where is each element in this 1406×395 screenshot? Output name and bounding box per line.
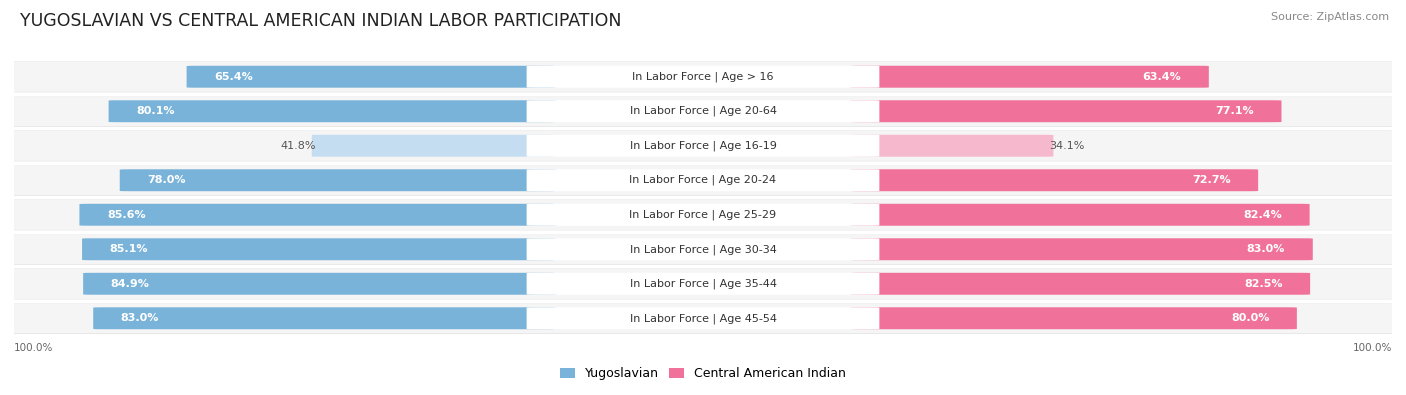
FancyBboxPatch shape (527, 238, 879, 260)
Text: 72.7%: 72.7% (1192, 175, 1230, 185)
FancyBboxPatch shape (3, 62, 1403, 92)
FancyBboxPatch shape (3, 234, 1403, 264)
FancyBboxPatch shape (851, 169, 1258, 191)
FancyBboxPatch shape (851, 100, 1281, 122)
FancyBboxPatch shape (3, 269, 1403, 299)
FancyBboxPatch shape (851, 273, 1310, 295)
Text: 63.4%: 63.4% (1143, 72, 1181, 82)
FancyBboxPatch shape (187, 66, 555, 88)
FancyBboxPatch shape (527, 169, 879, 191)
FancyBboxPatch shape (3, 165, 1403, 196)
Text: In Labor Force | Age 45-54: In Labor Force | Age 45-54 (630, 313, 776, 324)
Text: 85.6%: 85.6% (107, 210, 146, 220)
FancyBboxPatch shape (851, 204, 1309, 226)
Text: In Labor Force | Age 20-64: In Labor Force | Age 20-64 (630, 106, 776, 117)
FancyBboxPatch shape (3, 165, 1403, 196)
Text: In Labor Force | Age 30-34: In Labor Force | Age 30-34 (630, 244, 776, 254)
Text: 65.4%: 65.4% (214, 72, 253, 82)
FancyBboxPatch shape (79, 204, 555, 226)
Text: 82.4%: 82.4% (1243, 210, 1282, 220)
FancyBboxPatch shape (3, 199, 1403, 230)
Text: 100.0%: 100.0% (14, 343, 53, 353)
FancyBboxPatch shape (120, 169, 555, 191)
Text: Source: ZipAtlas.com: Source: ZipAtlas.com (1271, 12, 1389, 22)
FancyBboxPatch shape (3, 96, 1403, 127)
FancyBboxPatch shape (527, 273, 879, 295)
Text: 84.9%: 84.9% (111, 279, 149, 289)
FancyBboxPatch shape (527, 135, 879, 157)
FancyBboxPatch shape (82, 238, 555, 260)
Text: 41.8%: 41.8% (280, 141, 316, 151)
FancyBboxPatch shape (3, 303, 1403, 333)
Text: 100.0%: 100.0% (1353, 343, 1392, 353)
Text: In Labor Force | Age > 16: In Labor Force | Age > 16 (633, 71, 773, 82)
Text: In Labor Force | Age 20-24: In Labor Force | Age 20-24 (630, 175, 776, 186)
Text: In Labor Force | Age 16-19: In Labor Force | Age 16-19 (630, 141, 776, 151)
FancyBboxPatch shape (3, 96, 1403, 126)
Text: YUGOSLAVIAN VS CENTRAL AMERICAN INDIAN LABOR PARTICIPATION: YUGOSLAVIAN VS CENTRAL AMERICAN INDIAN L… (20, 12, 621, 30)
FancyBboxPatch shape (851, 135, 1053, 157)
FancyBboxPatch shape (3, 303, 1403, 334)
FancyBboxPatch shape (527, 66, 879, 88)
Text: 83.0%: 83.0% (1247, 244, 1285, 254)
FancyBboxPatch shape (851, 238, 1313, 260)
FancyBboxPatch shape (527, 204, 879, 226)
Text: 83.0%: 83.0% (121, 313, 159, 323)
Text: In Labor Force | Age 35-44: In Labor Force | Age 35-44 (630, 278, 776, 289)
FancyBboxPatch shape (3, 199, 1403, 230)
Text: 85.1%: 85.1% (110, 244, 148, 254)
FancyBboxPatch shape (3, 131, 1403, 161)
FancyBboxPatch shape (83, 273, 555, 295)
FancyBboxPatch shape (93, 307, 555, 329)
FancyBboxPatch shape (851, 66, 1209, 88)
Text: 78.0%: 78.0% (148, 175, 186, 185)
Text: 80.1%: 80.1% (136, 106, 174, 116)
FancyBboxPatch shape (3, 131, 1403, 161)
FancyBboxPatch shape (3, 269, 1403, 299)
FancyBboxPatch shape (108, 100, 555, 122)
Text: 80.0%: 80.0% (1230, 313, 1270, 323)
FancyBboxPatch shape (3, 234, 1403, 265)
FancyBboxPatch shape (851, 307, 1296, 329)
FancyBboxPatch shape (312, 135, 555, 157)
Text: In Labor Force | Age 25-29: In Labor Force | Age 25-29 (630, 209, 776, 220)
Text: 82.5%: 82.5% (1244, 279, 1282, 289)
Text: 34.1%: 34.1% (1049, 141, 1084, 151)
FancyBboxPatch shape (527, 307, 879, 329)
Legend: Yugoslavian, Central American Indian: Yugoslavian, Central American Indian (560, 367, 846, 380)
Text: 77.1%: 77.1% (1215, 106, 1254, 116)
FancyBboxPatch shape (3, 62, 1403, 92)
FancyBboxPatch shape (527, 100, 879, 122)
